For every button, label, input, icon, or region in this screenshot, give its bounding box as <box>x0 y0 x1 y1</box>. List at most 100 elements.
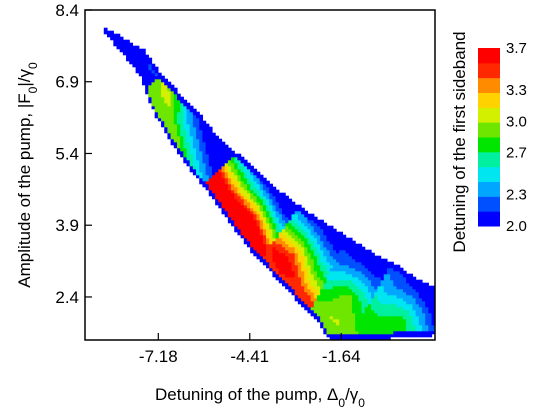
contour-cell <box>294 213 299 218</box>
contour-cell <box>301 213 305 218</box>
contour-cell <box>320 312 324 317</box>
contour-cell <box>141 57 146 62</box>
colorbar-swatch <box>478 181 500 197</box>
contour-cell <box>348 282 353 287</box>
contour-cell <box>199 165 204 170</box>
contour-cell <box>275 264 280 269</box>
contour-cell <box>313 270 318 275</box>
contour-cell <box>202 132 207 137</box>
contour-cell <box>278 258 283 263</box>
contour-cell <box>396 264 401 269</box>
contour-cell <box>119 42 124 47</box>
contour-cell <box>246 183 251 188</box>
contour-cell <box>393 306 398 311</box>
contour-cell <box>294 282 299 287</box>
contour-cell <box>399 294 404 299</box>
contour-cell <box>183 126 188 131</box>
contour-cell <box>355 243 359 248</box>
contour-cell <box>307 285 312 290</box>
contour-cell <box>342 279 347 284</box>
contour-cell <box>316 252 321 257</box>
contour-cell <box>240 183 245 188</box>
contour-cell <box>307 306 312 311</box>
contour-cell <box>110 33 114 38</box>
contour-cell <box>402 321 407 326</box>
contour-cell <box>164 90 169 95</box>
contour-cell <box>189 159 194 164</box>
contour-cell <box>285 201 289 206</box>
contour-cell <box>386 309 391 314</box>
contour-cell <box>186 162 191 167</box>
contour-cell <box>323 306 328 311</box>
contour-cell <box>336 333 340 338</box>
contour-cell <box>358 330 363 335</box>
contour-cell <box>326 267 331 272</box>
contour-cell <box>281 240 286 245</box>
contour-cell <box>399 309 404 314</box>
contour-cell <box>342 258 347 263</box>
contour-cell <box>278 222 283 227</box>
contour-cell <box>310 213 315 218</box>
contour-cell <box>412 282 417 287</box>
contour-cell <box>164 105 169 110</box>
contour-cell <box>393 318 398 323</box>
contour-cell <box>231 150 235 155</box>
contour-cell <box>221 174 226 179</box>
contour-cell <box>301 207 305 212</box>
contour-cell <box>310 297 315 302</box>
contour-cell <box>329 237 334 242</box>
contour-cell <box>310 222 315 227</box>
contour-cell <box>240 213 245 218</box>
contour-cell <box>323 228 328 233</box>
contour-cell <box>355 333 359 338</box>
contour-cell <box>164 117 169 122</box>
contour-cell <box>285 270 289 275</box>
contour-cell <box>351 297 356 302</box>
contour-cell <box>183 123 188 128</box>
contour-cell <box>371 252 375 257</box>
contour-cell <box>371 324 375 329</box>
contour-cell <box>196 165 200 170</box>
contour-cell <box>154 84 159 89</box>
contour-cell <box>246 189 251 194</box>
contour-cell <box>199 159 204 164</box>
contour-cell <box>278 246 283 251</box>
contour-cell <box>358 264 363 269</box>
contour-cell <box>253 177 258 182</box>
contour-cell <box>415 330 420 335</box>
contour-cell <box>377 261 382 266</box>
contour-cell <box>173 99 178 104</box>
contour-cell <box>377 330 382 335</box>
contour-cell <box>192 150 197 155</box>
contour-cell <box>199 171 204 176</box>
contour-cell <box>164 129 169 134</box>
contour-cell <box>218 153 223 158</box>
contour-cell <box>364 312 369 317</box>
contour-cell <box>329 288 334 293</box>
contour-cell <box>173 144 178 149</box>
contour-cell <box>316 300 321 305</box>
contour-cell <box>339 291 344 296</box>
contour-cell <box>110 30 114 35</box>
contour-cell <box>199 156 204 161</box>
contour-cell <box>342 270 347 275</box>
contour-cell <box>269 207 274 212</box>
contour-cell <box>145 54 149 59</box>
contour-cell <box>288 201 293 206</box>
contour-cell <box>243 165 248 170</box>
contour-cell <box>374 321 379 326</box>
contour-cell <box>320 243 324 248</box>
contour-cell <box>243 192 248 197</box>
contour-cell <box>326 297 331 302</box>
contour-cell <box>154 87 159 92</box>
contour-cell <box>301 252 305 257</box>
contour-cell <box>205 138 210 143</box>
contour-cell <box>377 312 382 317</box>
contour-cell <box>390 330 394 335</box>
contour-cell <box>301 294 305 299</box>
contour-cell <box>383 309 388 314</box>
contour-cell <box>313 273 318 278</box>
contour-cell <box>399 297 404 302</box>
contour-cell <box>129 57 134 62</box>
contour-cell <box>320 318 324 323</box>
